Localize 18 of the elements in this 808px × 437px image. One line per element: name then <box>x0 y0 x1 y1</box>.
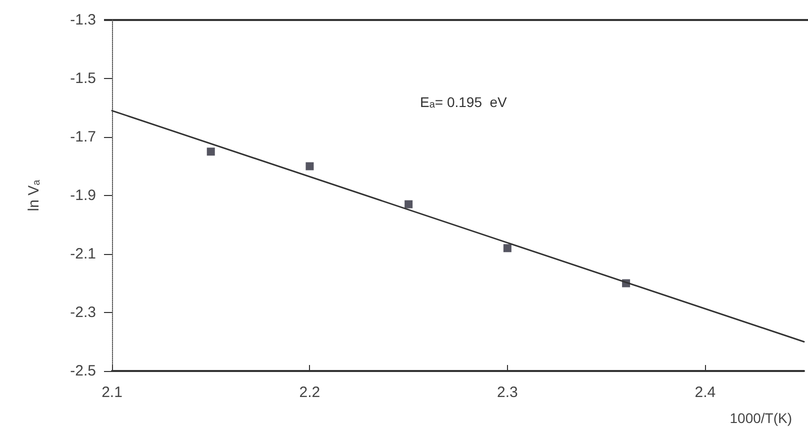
point <box>206 148 215 156</box>
y-tick-label: -1.3 <box>70 12 96 28</box>
y-tick-label: -1.9 <box>70 187 96 204</box>
y-tick-label: -1.7 <box>70 128 96 146</box>
y-tick-label: -2.5 <box>70 362 96 380</box>
point <box>306 162 314 170</box>
point <box>404 200 413 208</box>
annotation: Ea= 0.195 eV <box>420 94 508 110</box>
y-tick-label: -2.3 <box>70 304 96 321</box>
x-tick-label: 2.4 <box>694 384 716 401</box>
x-tick-label: 2.2 <box>299 384 320 401</box>
y-tick-label: -1.5 <box>70 70 96 87</box>
point <box>503 244 512 252</box>
y-axis-title: ln Va <box>26 179 42 212</box>
x-axis-title: 1000/T(K) <box>730 410 792 426</box>
x-tick-label: 2.3 <box>497 384 518 401</box>
x-tick-label: 2.1 <box>102 384 122 401</box>
y-tick-label: -2.1 <box>70 246 96 262</box>
